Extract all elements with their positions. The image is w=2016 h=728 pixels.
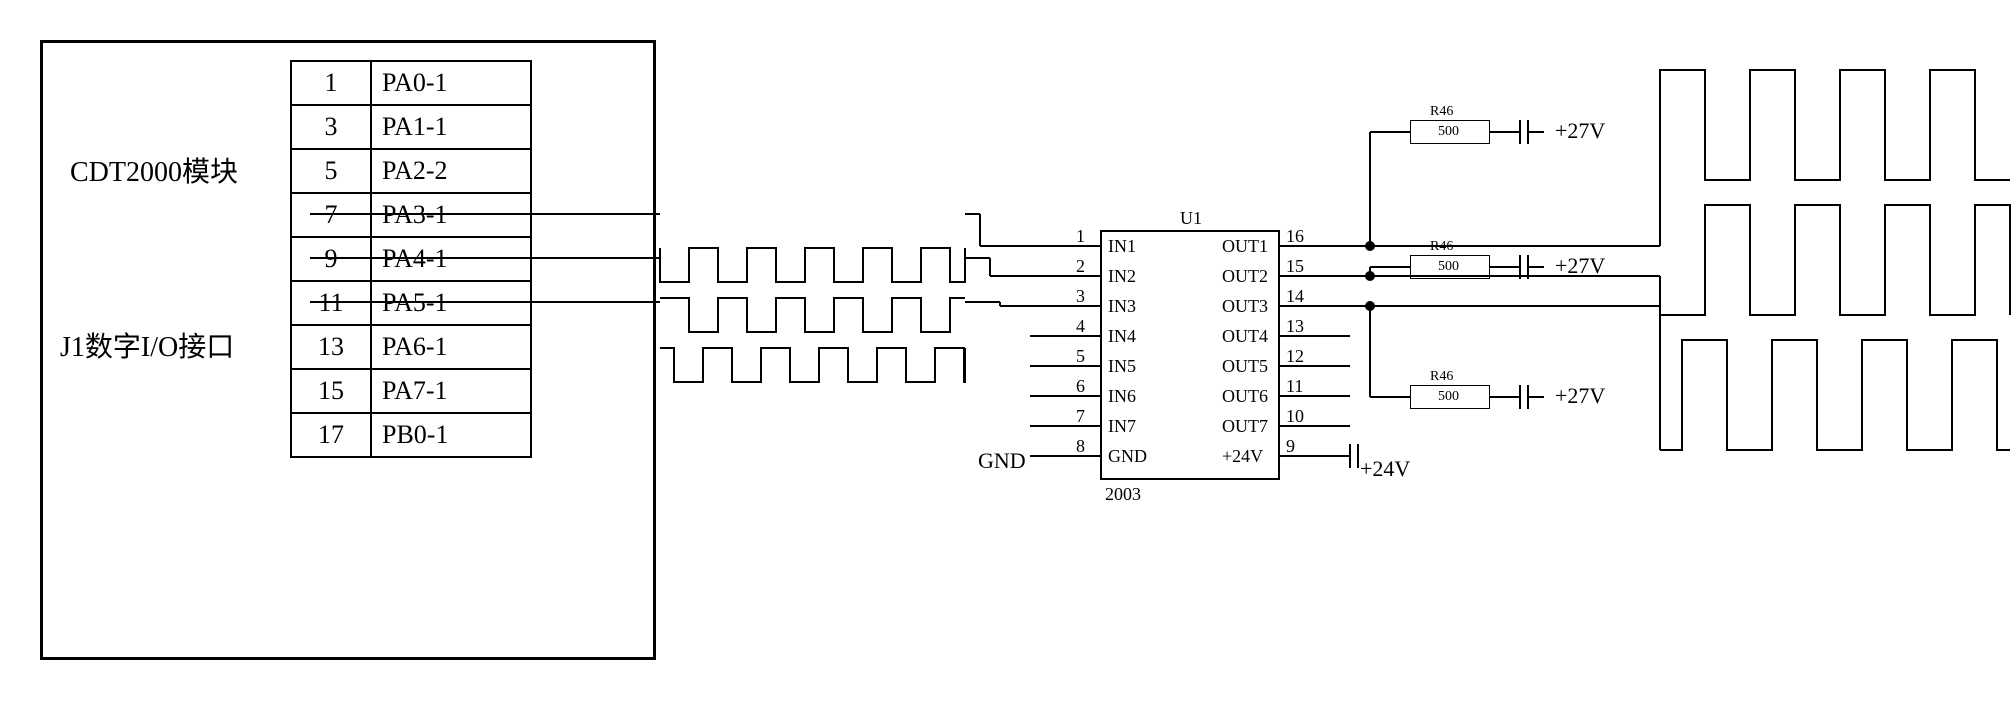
ic-right-num: 9 xyxy=(1286,436,1295,457)
ic-left-num: 1 xyxy=(1076,226,1085,247)
pin-num: 5 xyxy=(291,149,371,193)
pin-num: 9 xyxy=(291,237,371,281)
voltage-24v: +24V xyxy=(1360,456,1410,482)
pin-row: 17PB0-1 xyxy=(291,413,531,457)
pin-name: PA7-1 xyxy=(371,369,531,413)
ic-left-num: 7 xyxy=(1076,406,1085,427)
ic-left-num: 4 xyxy=(1076,316,1085,337)
resistor-val: 500 xyxy=(1438,389,1459,405)
resistor-ref: R46 xyxy=(1430,104,1453,120)
ic-left-num: 5 xyxy=(1076,346,1085,367)
pin-row: 9PA4-1 xyxy=(291,237,531,281)
pin-row: 1PA0-1 xyxy=(291,61,531,105)
pin-num: 15 xyxy=(291,369,371,413)
voltage-27v: +27V xyxy=(1555,253,1605,279)
pin-name: PA3-1 xyxy=(371,193,531,237)
pin-name: PA4-1 xyxy=(371,237,531,281)
pin-name: PB0-1 xyxy=(371,413,531,457)
ic-right-label: +24V xyxy=(1222,446,1263,467)
pin-row: 3PA1-1 xyxy=(291,105,531,149)
ic-right-label: OUT6 xyxy=(1222,386,1268,407)
pin-num: 1 xyxy=(291,61,371,105)
resistor-ref: R46 xyxy=(1430,239,1453,255)
ic-right-label: OUT1 xyxy=(1222,236,1268,257)
ic-right-num: 14 xyxy=(1286,286,1304,307)
ic-left-label: IN5 xyxy=(1108,356,1136,377)
ic-right-label: OUT2 xyxy=(1222,266,1268,287)
pin-name: PA1-1 xyxy=(371,105,531,149)
gnd-label: GND xyxy=(978,448,1026,474)
ic-left-num: 6 xyxy=(1076,376,1085,397)
pin-num: 13 xyxy=(291,325,371,369)
voltage-27v: +27V xyxy=(1555,118,1605,144)
ic-left-label: IN6 xyxy=(1108,386,1136,407)
pin-num: 3 xyxy=(291,105,371,149)
pin-num: 11 xyxy=(291,281,371,325)
ic-left-num: 8 xyxy=(1076,436,1085,457)
resistor-val: 500 xyxy=(1438,259,1459,275)
pin-name: PA5-1 xyxy=(371,281,531,325)
ic-right-num: 10 xyxy=(1286,406,1304,427)
ic-right-num: 16 xyxy=(1286,226,1304,247)
pin-num: 17 xyxy=(291,413,371,457)
ic-ref: U1 xyxy=(1180,208,1202,229)
ic-left-label: IN2 xyxy=(1108,266,1136,287)
pin-num: 7 xyxy=(291,193,371,237)
voltage-27v: +27V xyxy=(1555,383,1605,409)
ic-right-num: 15 xyxy=(1286,256,1304,277)
pin-name: PA0-1 xyxy=(371,61,531,105)
pin-row: 5PA2-2 xyxy=(291,149,531,193)
ic-left-label: GND xyxy=(1108,446,1147,467)
pin-name: PA6-1 xyxy=(371,325,531,369)
ic-right-num: 13 xyxy=(1286,316,1304,337)
ic-right-num: 12 xyxy=(1286,346,1304,367)
ic-left-num: 3 xyxy=(1076,286,1085,307)
ic-left-label: IN4 xyxy=(1108,326,1136,347)
ic-right-label: OUT4 xyxy=(1222,326,1268,347)
ic-right-label: OUT7 xyxy=(1222,416,1268,437)
ic-left-label: IN3 xyxy=(1108,296,1136,317)
resistor-val: 500 xyxy=(1438,124,1459,140)
ic-right-num: 11 xyxy=(1286,376,1303,397)
ic-left-label: IN1 xyxy=(1108,236,1136,257)
ic-part: 2003 xyxy=(1105,484,1141,505)
pin-row: 13PA6-1 xyxy=(291,325,531,369)
diagram-canvas: CDT2000模块 J1数字I/O接口 1PA0-13PA1-15PA2-27P… xyxy=(20,20,2016,708)
ic-left-label: IN7 xyxy=(1108,416,1136,437)
module-title-1: CDT2000模块 xyxy=(70,150,238,190)
pin-name: PA2-2 xyxy=(371,149,531,193)
resistor-ref: R46 xyxy=(1430,369,1453,385)
module-title-2: J1数字I/O接口 xyxy=(60,325,234,365)
pin-table: 1PA0-13PA1-15PA2-27PA3-19PA4-111PA5-113P… xyxy=(290,60,532,458)
ic-right-label: OUT3 xyxy=(1222,296,1268,317)
pin-row: 7PA3-1 xyxy=(291,193,531,237)
ic-right-label: OUT5 xyxy=(1222,356,1268,377)
pin-row: 11PA5-1 xyxy=(291,281,531,325)
pin-row: 15PA7-1 xyxy=(291,369,531,413)
ic-left-num: 2 xyxy=(1076,256,1085,277)
